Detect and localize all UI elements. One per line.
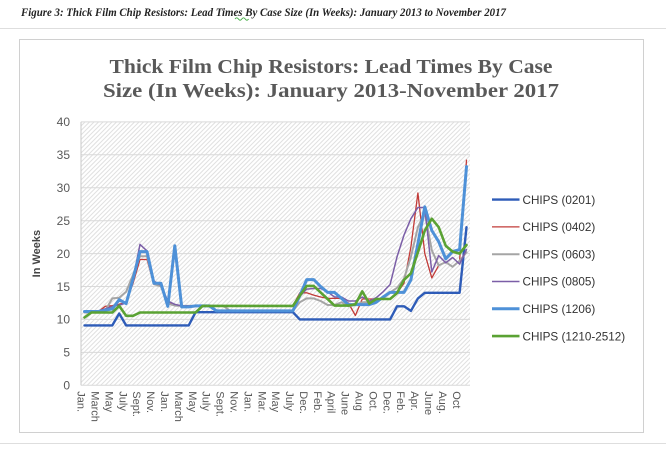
- svg-text:May: May: [103, 391, 115, 412]
- svg-text:CHIPS (0805): CHIPS (0805): [523, 276, 596, 289]
- svg-text:Dec.: Dec.: [380, 391, 392, 414]
- svg-text:Oct: Oct: [450, 391, 462, 408]
- svg-text:CHIPS (1206): CHIPS (1206): [523, 303, 596, 316]
- svg-text:July: July: [116, 391, 128, 411]
- svg-text:10: 10: [57, 313, 71, 327]
- svg-text:30: 30: [57, 181, 71, 195]
- svg-text:Sept.: Sept.: [130, 391, 142, 417]
- svg-text:CHIPS (1210-2512): CHIPS (1210-2512): [523, 330, 626, 343]
- svg-text:Thick Film Chip Resistors: Lea: Thick Film Chip Resistors: Lead Times By…: [110, 56, 553, 78]
- svg-text:5: 5: [63, 346, 70, 360]
- svg-text:April: April: [325, 391, 337, 413]
- svg-text:Nov.: Nov.: [144, 391, 156, 413]
- svg-text:Aug: Aug: [353, 391, 365, 411]
- svg-text:July: July: [200, 391, 212, 411]
- svg-text:Jan.: Jan.: [75, 391, 87, 412]
- svg-text:35: 35: [57, 148, 71, 162]
- svg-text:Jan.: Jan.: [241, 391, 253, 412]
- svg-text:May: May: [269, 391, 281, 412]
- svg-text:June: June: [339, 391, 351, 415]
- svg-text:Dec.: Dec.: [297, 391, 309, 414]
- svg-text:Feb.: Feb.: [311, 391, 323, 413]
- svg-text:Jan.: Jan.: [158, 391, 170, 412]
- svg-text:Size (In Weeks): January 2013: Size (In Weeks): January 2013-November 2…: [103, 80, 559, 102]
- svg-text:Aug.: Aug.: [436, 391, 448, 414]
- svg-text:15: 15: [57, 280, 71, 294]
- svg-text:Figure 3: Thick Film Chip Resi: Figure 3: Thick Film Chip Resistors: Lea…: [20, 5, 507, 19]
- svg-text:40: 40: [57, 115, 71, 129]
- svg-text:In Weeks: In Weeks: [31, 230, 43, 278]
- svg-text:0: 0: [63, 379, 70, 393]
- svg-text:March: March: [172, 391, 184, 422]
- svg-text:March: March: [89, 391, 101, 422]
- svg-text:July: July: [283, 391, 295, 411]
- svg-text:Sept.: Sept.: [214, 391, 226, 417]
- svg-text:Nov.: Nov.: [228, 391, 240, 413]
- svg-text:Mar.: Mar.: [255, 391, 267, 412]
- svg-text:June: June: [422, 391, 434, 415]
- svg-text:May: May: [186, 391, 198, 412]
- svg-text:Oct.: Oct.: [366, 391, 378, 411]
- svg-text:25: 25: [57, 214, 71, 228]
- svg-text:CHIPS (0201): CHIPS (0201): [523, 194, 596, 207]
- svg-text:CHIPS (0603): CHIPS (0603): [523, 248, 596, 261]
- svg-text:20: 20: [57, 247, 71, 261]
- svg-text:Feb.: Feb.: [394, 391, 406, 413]
- svg-text:CHIPS (0402): CHIPS (0402): [523, 221, 596, 234]
- svg-text:Apr.: Apr.: [408, 391, 420, 411]
